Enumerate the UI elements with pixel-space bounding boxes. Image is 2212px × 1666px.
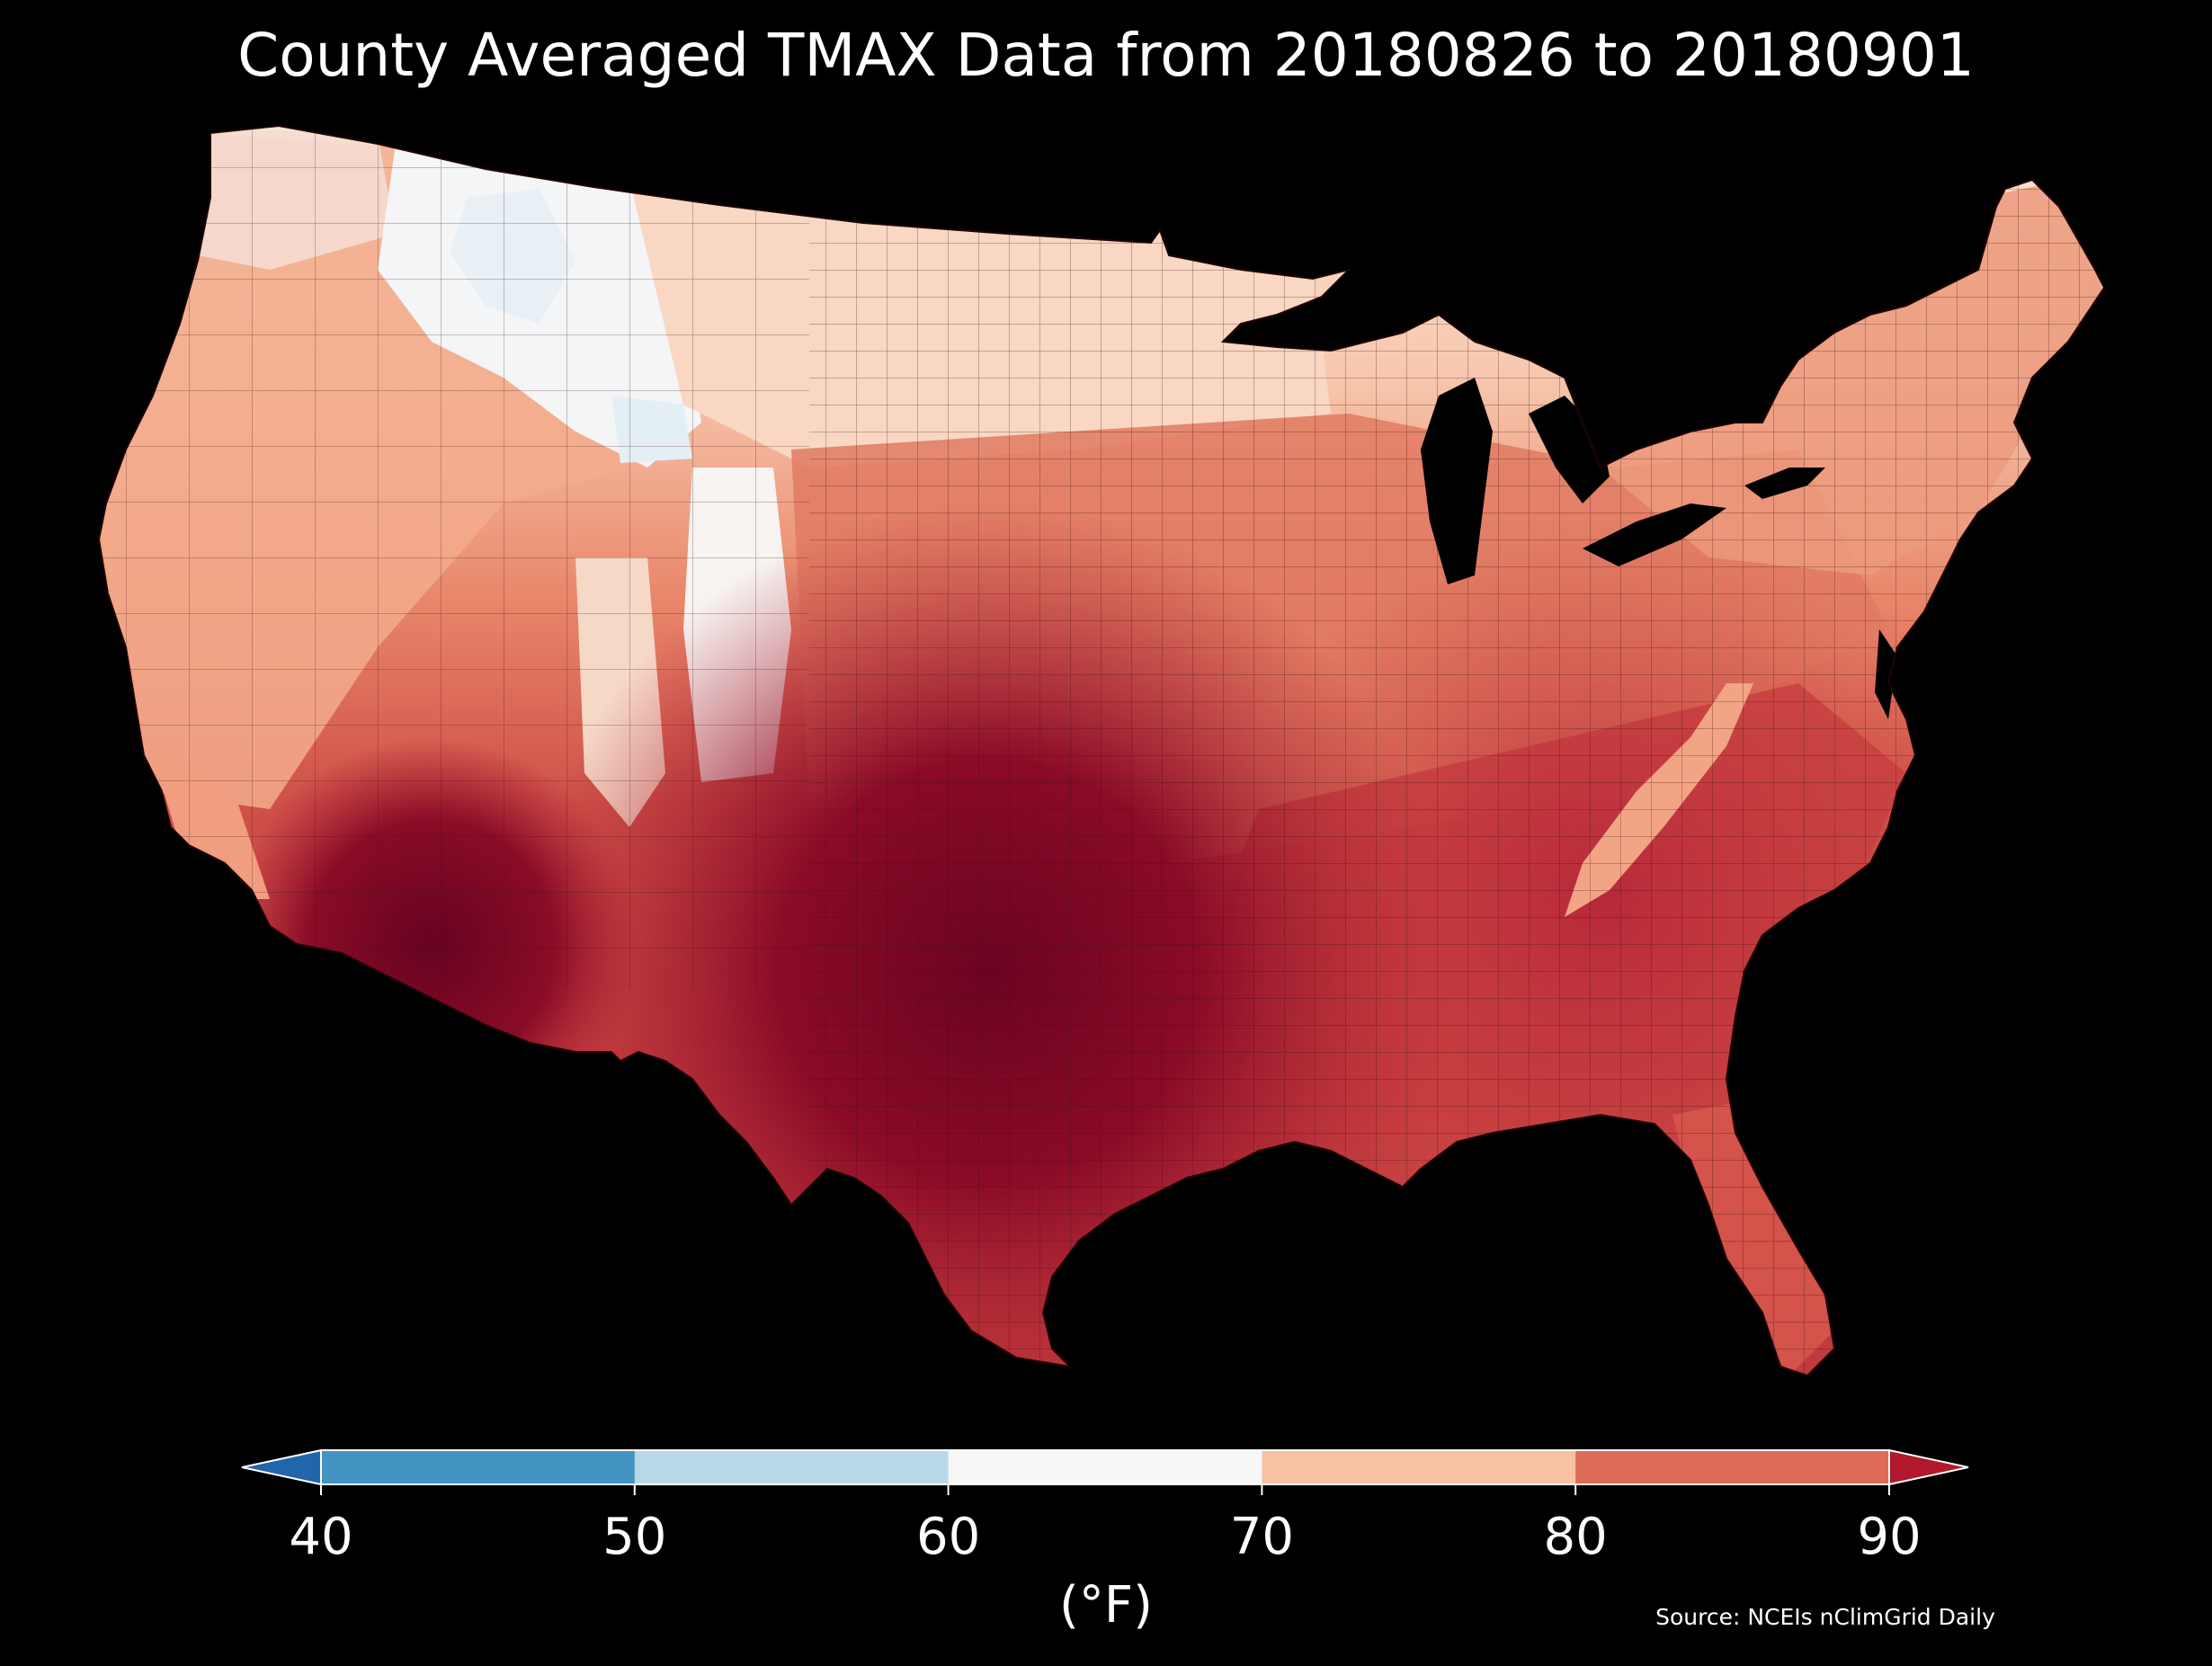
- colorbar-under-arrow: [241, 1448, 322, 1486]
- colorbar-tick-label: 50: [602, 1508, 667, 1566]
- colorbar-bin-50-60: [634, 1450, 950, 1484]
- western-county-borders: [99, 126, 809, 989]
- colorbar-outline: [320, 1449, 1890, 1485]
- lake-huron: [1529, 396, 1610, 503]
- colorbar-tick-label: 60: [915, 1508, 981, 1566]
- colorbar-tick-label: 90: [1857, 1508, 1922, 1566]
- lake-michigan: [1421, 378, 1493, 584]
- colorbar-bin-60-70: [948, 1450, 1262, 1484]
- map-title: County Averaged TMAX Data from 20180826 …: [237, 21, 1975, 90]
- great-lakes: [1259, 286, 1825, 584]
- lake-superior: [1259, 286, 1367, 346]
- lake-ontario: [1744, 468, 1825, 499]
- colorbar-tick-label: 80: [1543, 1508, 1608, 1566]
- colorbar-tick-label: 40: [289, 1508, 353, 1566]
- colorbar-unit-label: (°F): [1059, 1576, 1153, 1635]
- source-credit: Source: NCEIs nClimGrid Daily: [1655, 1604, 1995, 1630]
- chesapeake-bay: [1875, 629, 1897, 719]
- colorbar-group: [241, 1448, 1969, 1495]
- colorbar-bin-80-90: [1575, 1450, 1890, 1484]
- colorbar-bin-70-80: [1262, 1450, 1576, 1484]
- colorbar-bin-40-50: [321, 1450, 636, 1484]
- lake-erie: [1583, 503, 1726, 566]
- colorbar-over-arrow: [1888, 1448, 1969, 1486]
- colorbar-tick-label: 70: [1229, 1508, 1295, 1566]
